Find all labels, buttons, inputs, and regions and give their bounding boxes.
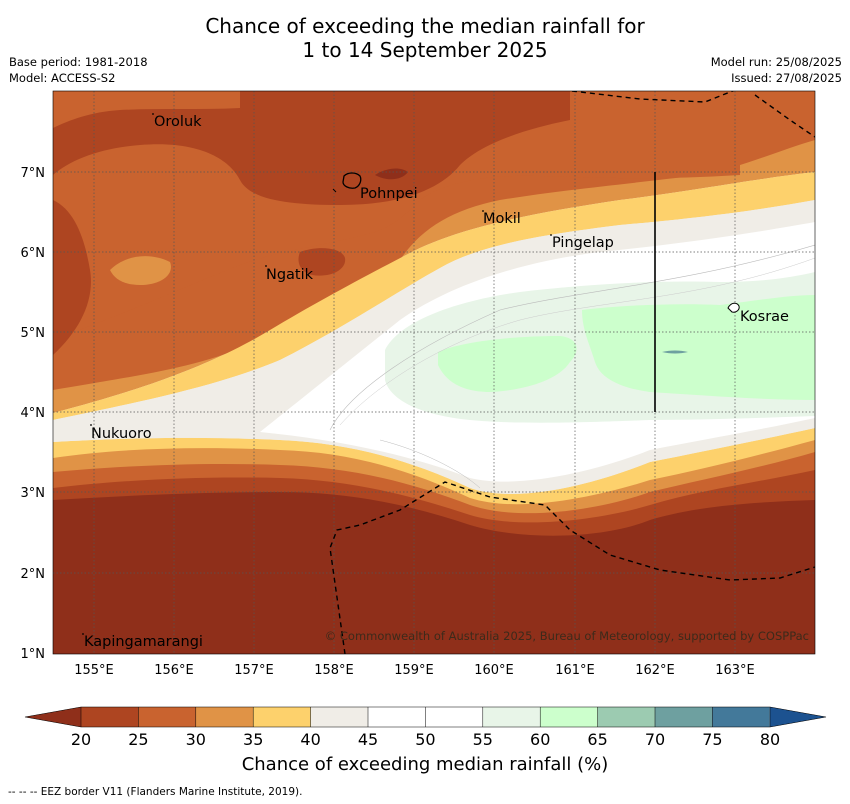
lon-label: 162°E — [635, 663, 675, 678]
rainfall-contours — [53, 91, 815, 654]
colorbar-tick-label: 45 — [358, 730, 378, 749]
colorbar-extension-high — [770, 707, 826, 727]
lon-label: 163°E — [715, 663, 755, 678]
lat-label: 2°N — [21, 567, 46, 582]
colorbar-segment — [253, 707, 311, 727]
lat-label: 4°N — [21, 406, 46, 421]
colorbar-segment — [138, 707, 196, 727]
contour-line — [329, 244, 815, 431]
colorbar-tick-label: 20 — [71, 730, 91, 749]
oroluk-marker — [152, 113, 154, 115]
lon-label: 161°E — [555, 663, 595, 678]
lon-label: 155°E — [74, 663, 114, 678]
region-pohnpei-below-20 — [375, 168, 408, 180]
contour-line — [339, 257, 815, 426]
contour-line — [379, 439, 481, 489]
lon-label: 157°E — [234, 663, 274, 678]
colorbar-label: Chance of exceeding median rainfall (%) — [241, 754, 609, 775]
place-mokil: Mokil — [483, 211, 521, 227]
colorbar-tick-label: 80 — [760, 730, 780, 749]
region-60-65-east — [582, 295, 815, 400]
place-kapingamarangi: Kapingamarangi — [84, 634, 203, 650]
nukuoro-marker — [90, 424, 92, 426]
colorbar-tick-label: 75 — [702, 730, 722, 749]
lat-label: 5°N — [21, 326, 46, 341]
colorbar-tick-label: 35 — [243, 730, 263, 749]
lon-label: 159°E — [394, 663, 434, 678]
eez-border — [329, 91, 815, 654]
lat-label: 7°N — [21, 166, 46, 181]
kapingamarangi-marker — [82, 633, 84, 635]
base-period-text: Base period: 1981-2018 — [9, 55, 148, 69]
place-pohnpei: Pohnpei — [360, 186, 418, 202]
pohnpei-island — [342, 172, 362, 189]
map-frame — [52, 90, 816, 655]
kosrae-island — [727, 302, 740, 313]
model-run-text: Model run: 25/08/2025 — [710, 55, 842, 69]
longitude-labels: 155°E 156°E 157°E 158°E 159°E 160°E 161°… — [74, 663, 755, 678]
region-north-edge-25-30 — [53, 91, 240, 128]
place-ngatik: Ngatik — [266, 267, 314, 283]
colorbar-segment — [712, 707, 770, 727]
colorbar-tick-label: 25 — [128, 730, 148, 749]
place-oroluk: Oroluk — [154, 114, 202, 130]
colorbar-tick-label: 55 — [473, 730, 493, 749]
colorbar-segment — [655, 707, 713, 727]
colorbar-segment — [368, 707, 426, 727]
colorbar-segment — [81, 707, 139, 727]
colorbar-extension-low — [25, 707, 81, 727]
lat-label: 6°N — [21, 246, 46, 261]
lon-label: 160°E — [474, 663, 514, 678]
colorbar-tick-label: 30 — [186, 730, 206, 749]
place-nukuoro: Nukuoro — [91, 426, 152, 442]
region-ngatik-20-25 — [298, 248, 346, 276]
colorbar-segment — [482, 707, 541, 727]
region-ngatik-30-35 — [110, 256, 171, 285]
place-kosrae: Kosrae — [740, 309, 789, 325]
mokil-marker — [482, 210, 484, 212]
region-west-20-25 — [53, 200, 91, 355]
colorbar-tick-label: 60 — [530, 730, 550, 749]
map-title-line1: Chance of exceeding the median rainfall … — [205, 14, 645, 38]
colorbar: 20 25 30 35 40 45 50 55 60 65 70 75 80 — [24, 706, 827, 749]
region-60-65-west — [438, 336, 577, 392]
pingelap-marker — [550, 234, 552, 236]
lon-label: 158°E — [314, 663, 354, 678]
colorbar-tick-label: 40 — [300, 730, 320, 749]
region-north-20-25 — [53, 91, 570, 205]
eez-footnote: -- -- -- EEZ border V11 (Flanders Marine… — [8, 786, 303, 798]
colorbar-segment — [195, 707, 254, 727]
colorbar-segment — [425, 707, 483, 727]
ngatik-marker — [265, 265, 267, 267]
colorbar-segment — [597, 707, 655, 727]
colorbar-tick-label: 70 — [645, 730, 665, 749]
lat-label: 1°N — [21, 647, 46, 662]
colorbar-ticks: 20 25 30 35 40 45 50 55 60 65 70 75 80 — [71, 730, 780, 749]
colorbar-dividers — [80, 707, 771, 727]
place-pingelap: Pingelap — [552, 235, 614, 251]
colorbar-segment — [540, 707, 598, 727]
colorbar-tick-label: 65 — [587, 730, 607, 749]
region-65-70-spot — [662, 350, 688, 354]
place-labels: Oroluk Pohnpei Mokil Pingelap Ngatik Kos… — [82, 113, 809, 650]
colorbar-tick-label: 50 — [415, 730, 435, 749]
graticule — [53, 91, 815, 654]
model-text: Model: ACCESS-S2 — [9, 71, 116, 85]
issued-text: Issued: 27/08/2025 — [731, 71, 842, 85]
island-marker — [332, 188, 337, 193]
latitude-labels: 7°N 6°N 5°N 4°N 3°N 2°N 1°N — [21, 166, 46, 662]
map-title-line2: 1 to 14 September 2025 — [302, 38, 548, 62]
colorbar-segment — [310, 707, 368, 727]
copyright-notice: © Commonwealth of Australia 2025, Bureau… — [325, 629, 809, 643]
lon-label: 156°E — [154, 663, 194, 678]
region-north-35-40 — [53, 172, 815, 420]
lat-label: 3°N — [21, 486, 46, 501]
